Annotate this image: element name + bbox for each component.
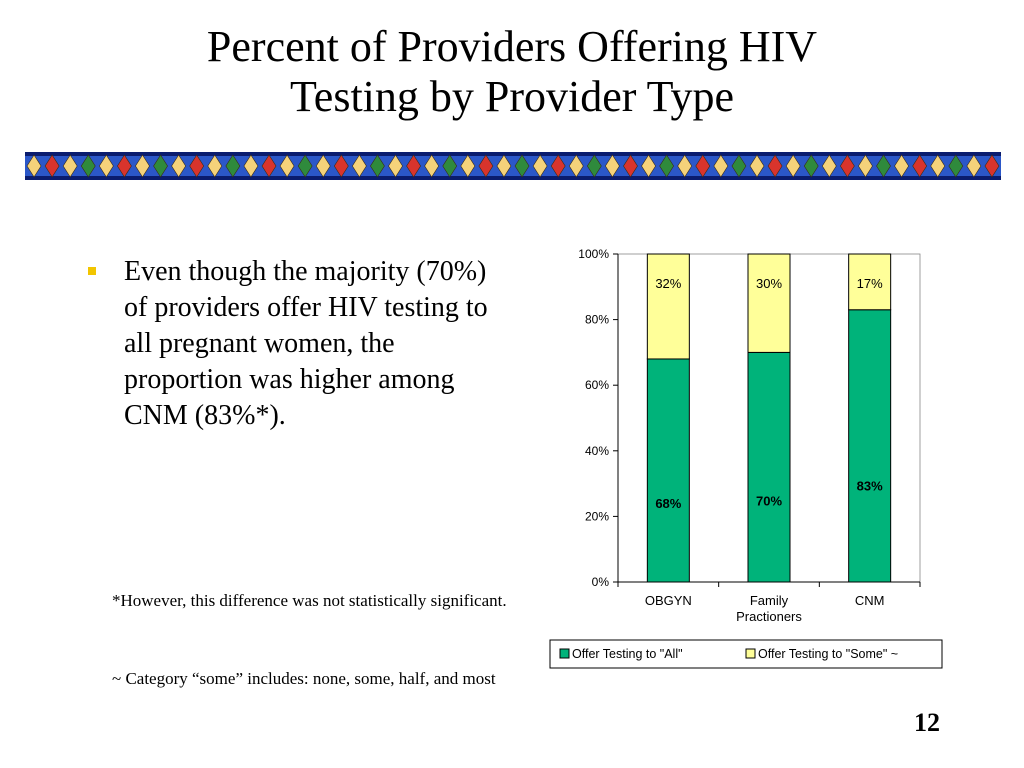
banner-diamond [62,154,78,178]
banner-diamond [207,154,223,178]
banner-diamond [424,154,440,178]
bullet-square-icon [88,267,96,275]
bar-segment-some [848,253,892,311]
banner-diamond [550,154,566,178]
bar-segment-some [747,253,791,353]
banner-diamond [442,154,458,178]
banner-diamond [803,154,819,178]
bullet-text: Even though the majority (70%) of provid… [124,256,488,431]
slide-title-line1: Percent of Providers Offering HIV [206,22,818,71]
data-label: 70% [756,494,782,509]
legend-label: Offer Testing to "Some" ~ [758,647,898,661]
banner-diamond [677,154,693,178]
banner-diamond [858,154,873,178]
banner-diamond [821,154,837,178]
banner-diamond [26,154,42,178]
banner-diamond [568,154,584,178]
banner-diamond [496,154,512,178]
y-tick-label: 0% [592,575,610,589]
data-label: 17% [857,276,883,291]
banner-diamond [279,154,295,178]
page-number: 12 [914,708,940,737]
slide-title-line2: Testing by Provider Type [290,72,734,121]
bar-segment-some [646,253,690,360]
banner-diamond [80,154,96,178]
banner-diamond [605,154,620,178]
x-tick-label: CNM [855,593,885,608]
banner-diamond [948,154,964,178]
banner-diamond [930,154,946,178]
banner-diamond [406,154,421,178]
data-label: 68% [655,496,681,511]
slide-title: Percent of Providers Offering HIV Testin… [0,22,1024,122]
bar-segment-all [646,358,690,583]
banner-diamond [98,154,114,178]
banner-diamond [333,154,349,178]
banner-diamond [135,154,150,178]
bar-segment-all [848,309,892,583]
banner-diamond [189,154,205,178]
banner-diamond [641,154,656,178]
bar-segment-all [747,351,791,583]
legend-swatch [745,648,756,659]
y-tick-label: 20% [585,509,609,523]
banner-diamond [44,154,60,178]
banner-diamond [315,154,331,178]
stacked-bar-chart: 0% 20% 40% 60% 80% 100% 68% 32% OBGYN 70% 30% Famil… [549,247,943,669]
banner-diamond [117,154,132,178]
banner-diamond [243,154,259,178]
banner-diamond [370,154,385,178]
banner-diamond [352,154,367,178]
footnote-significance: *However, this difference was not statis… [112,591,507,610]
y-tick-label: 100% [578,247,609,261]
banner-diamond [388,154,403,178]
banner-diamond [894,154,909,178]
banner-diamond [514,154,530,178]
banner-diamond [966,154,982,178]
banner-diamond [586,154,602,178]
banner-diamond [731,154,747,178]
y-tick-label: 80% [585,313,609,327]
x-tick-label: Practioners [736,609,802,624]
banner-diamond [478,154,494,178]
banner-diamond [171,154,186,178]
y-tick-label: 60% [585,378,609,392]
banner-diamond [767,154,783,178]
banner-diamond [785,154,801,178]
banner-diamond [749,154,765,178]
banner-diamond [713,154,729,178]
x-tick-label: Family [750,593,789,608]
banner-diamond [876,154,891,178]
y-tick-label: 40% [585,444,609,458]
data-label: 83% [857,479,883,494]
data-label: 30% [756,276,782,291]
x-tick-label: OBGYN [645,593,692,608]
banner-diamond [460,154,476,178]
banner-diamond [912,154,928,178]
banner-diamond [984,154,1000,178]
banner-diamond [840,154,855,178]
footnote-category-some: ~ Category “some” includes: none, some, … [112,669,496,688]
banner-diamond [659,154,674,178]
decorative-diamond-banner [25,152,1001,180]
banner-diamond [297,154,313,178]
banner-diamond [695,154,711,178]
banner-diamond [225,154,241,178]
legend-swatch [559,648,570,659]
banner-diamond [623,154,638,178]
legend-label: Offer Testing to "All" [572,647,683,661]
banner-diamond [261,154,277,178]
banner-diamond [153,154,168,178]
data-label: 32% [655,276,681,291]
banner-diamond [532,154,548,178]
